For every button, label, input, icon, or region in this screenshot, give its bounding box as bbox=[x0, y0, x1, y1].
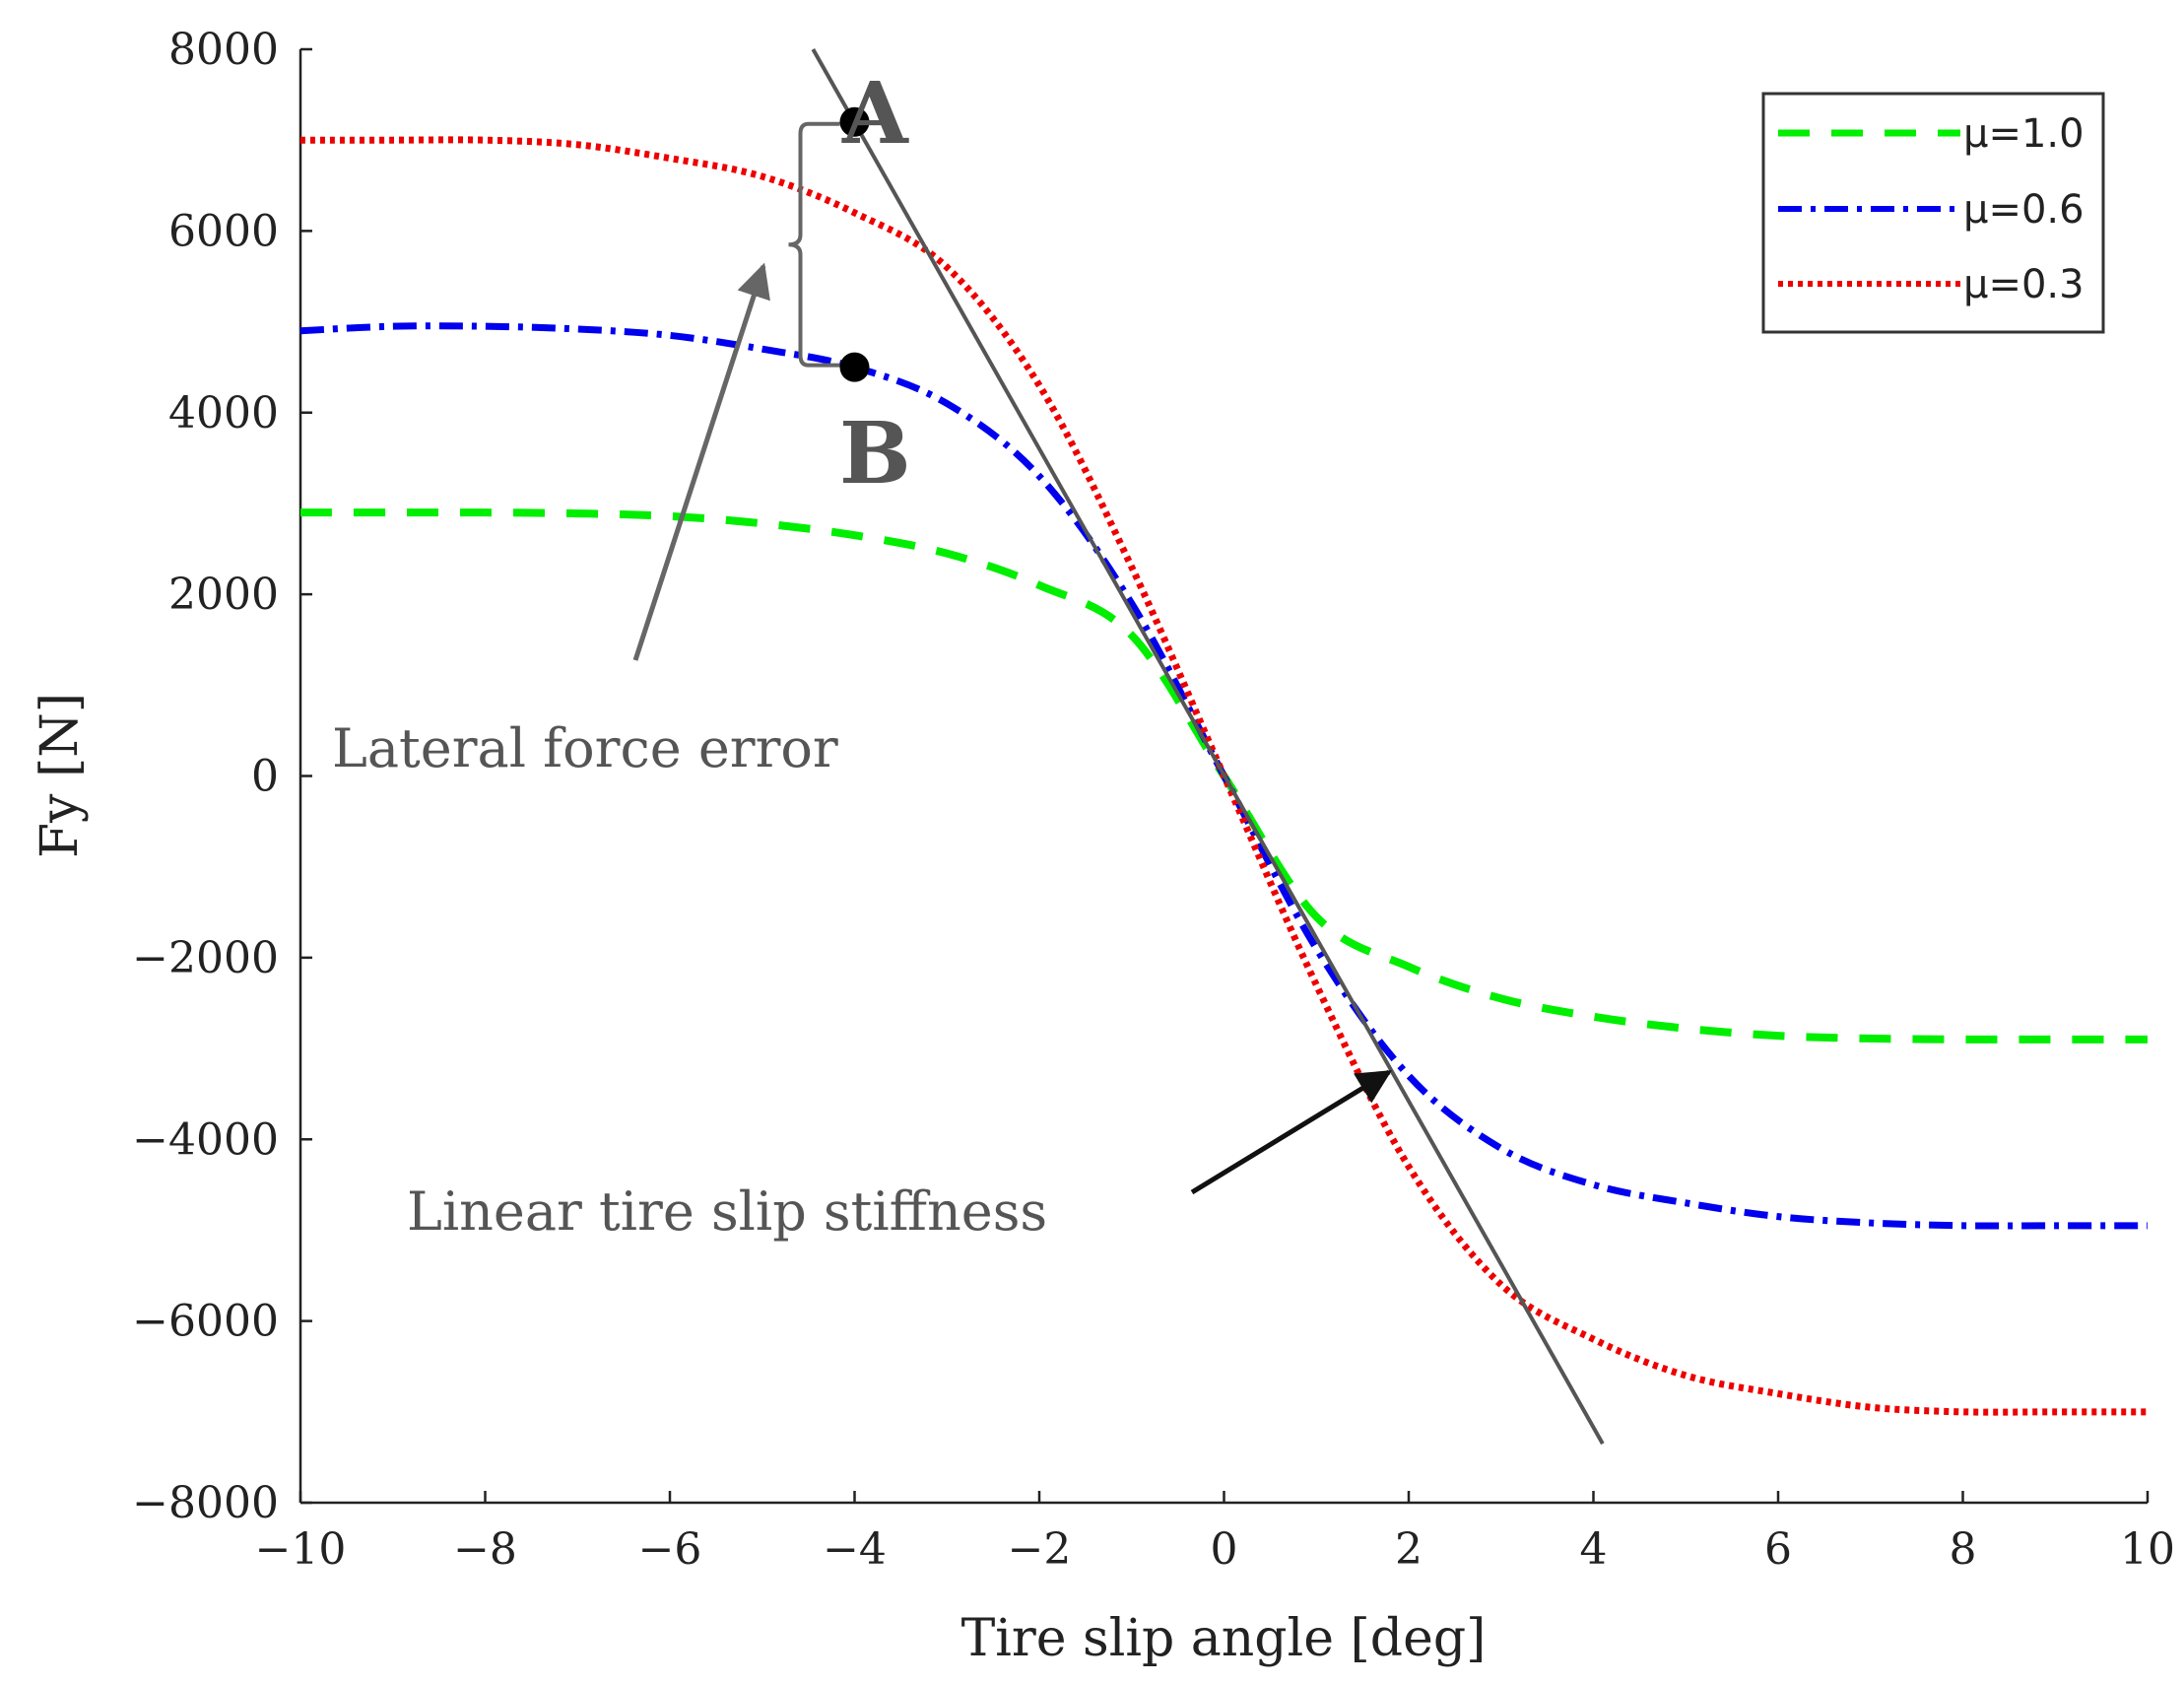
linear-stiffness-label: Linear tire slip stiffness bbox=[407, 1180, 1047, 1243]
x-tick-label: −4 bbox=[823, 1524, 887, 1575]
legend-box bbox=[1761, 92, 2105, 334]
y-tick-label: 2000 bbox=[168, 570, 279, 620]
x-tick-label: −2 bbox=[1008, 1524, 1072, 1575]
x-tick-label: 10 bbox=[2120, 1524, 2175, 1575]
legend-label-mu-1-0: μ=1.0 bbox=[1963, 111, 2085, 157]
y-tick-label: 8000 bbox=[168, 25, 279, 75]
x-axis-title: Tire slip angle [deg] bbox=[961, 1609, 1487, 1668]
x-tick-label: 2 bbox=[1395, 1524, 1423, 1575]
lateral-force-error-label: Lateral force error bbox=[332, 717, 838, 779]
y-tick-label: −2000 bbox=[132, 933, 279, 983]
x-tick-label: −6 bbox=[638, 1524, 702, 1575]
y-tick-label: −4000 bbox=[132, 1114, 279, 1165]
x-tick-label: −8 bbox=[453, 1524, 517, 1575]
linear-stiffness-line bbox=[811, 48, 1605, 1446]
lateral-force-error-arrow bbox=[632, 262, 770, 661]
point-a-label: A bbox=[841, 64, 909, 164]
lateral-force-error-bracket bbox=[788, 121, 840, 368]
legend-label-mu-0-6: μ=0.6 bbox=[1963, 187, 2085, 233]
y-tick-label: 4000 bbox=[168, 388, 279, 438]
legend-label-mu-0-3: μ=0.3 bbox=[1963, 262, 2085, 307]
x-tick-label: 8 bbox=[1950, 1524, 1977, 1575]
point-b-label: B bbox=[839, 404, 911, 504]
point-b-marker bbox=[839, 352, 870, 382]
y-tick-label: −8000 bbox=[132, 1478, 279, 1528]
axis-ticks bbox=[298, 47, 2150, 1505]
legend: μ=1.0 μ=0.6 μ=0.3 bbox=[1761, 92, 2105, 334]
y-tick-label: 0 bbox=[251, 752, 279, 802]
y-tick-labels: −8000 −6000 −4000 −2000 0 2000 4000 6000 8000 bbox=[132, 25, 279, 1528]
x-tick-label: 4 bbox=[1580, 1524, 1608, 1575]
linear-stiffness-arrow bbox=[1190, 1069, 1392, 1195]
y-tick-label: 6000 bbox=[168, 206, 279, 256]
point-a-marker bbox=[839, 106, 870, 137]
x-tick-label: 0 bbox=[1211, 1524, 1238, 1575]
y-tick-label: −6000 bbox=[132, 1297, 279, 1347]
x-tick-label: 6 bbox=[1764, 1524, 1792, 1575]
x-tick-label: −10 bbox=[255, 1524, 347, 1575]
x-tick-labels: −10 −8 −6 −4 −2 0 2 4 6 8 10 bbox=[255, 1524, 2175, 1575]
y-axis-title: Fy [N] bbox=[31, 693, 90, 858]
